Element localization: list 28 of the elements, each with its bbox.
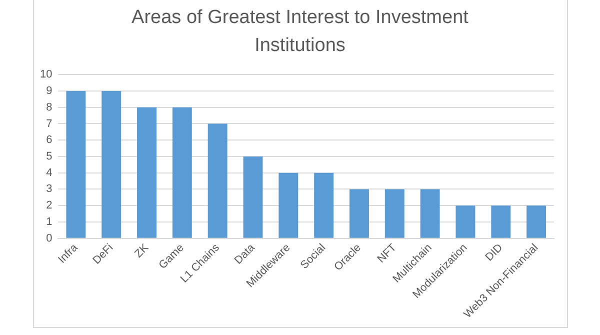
y-tick-label: 0: [46, 232, 52, 244]
bar: [243, 156, 263, 238]
y-tick-label: 8: [46, 101, 52, 114]
bar: [456, 206, 476, 238]
y-tick-label: 6: [46, 134, 52, 146]
y-tick-label: 2: [46, 200, 52, 212]
bar: [278, 172, 298, 238]
bar: [208, 124, 228, 238]
bar: [420, 189, 440, 238]
x-tick-label: Infra: [56, 241, 81, 266]
bar: [314, 172, 334, 238]
chart-title: Areas of Greatest Interest to Investment Institutions: [130, 6, 470, 58]
y-tick-label: 7: [46, 118, 52, 130]
y-tick-label: 4: [46, 166, 52, 179]
bar: [384, 189, 404, 238]
bar: [102, 90, 122, 238]
x-tick-label: ZK: [132, 241, 152, 260]
y-tick-label: 5: [46, 150, 52, 162]
bar: [66, 90, 86, 238]
y-tick-label: 9: [46, 85, 52, 98]
bar: [349, 189, 369, 238]
y-tick-label: 1: [46, 216, 52, 228]
y-tick-label: 10: [40, 68, 52, 81]
bar: [172, 107, 192, 238]
bar: [137, 107, 157, 238]
bar: [491, 206, 511, 238]
y-tick-label: 3: [46, 183, 52, 196]
bar: [526, 206, 546, 238]
